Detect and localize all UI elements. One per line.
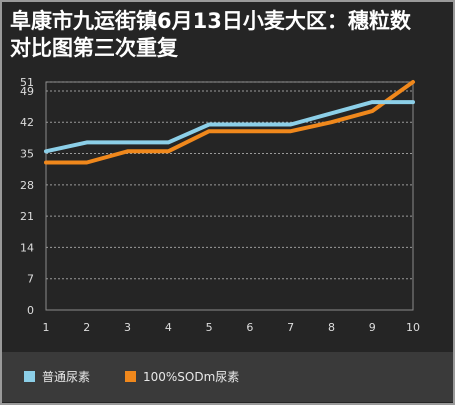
chart-title-line-2: 对比图第三次重复 bbox=[10, 36, 178, 60]
legend-item-series-2[interactable]: 100%SODm尿素 bbox=[125, 368, 239, 385]
x-tick-label-5: 5 bbox=[206, 321, 213, 334]
x-tick-label-2: 2 bbox=[83, 321, 90, 334]
chart-title-line-1: 阜康市九运街镇6月13日小麦大区：穗粒数 bbox=[10, 9, 411, 33]
series-line-2 bbox=[44, 80, 415, 165]
y-tick-label-28: 28 bbox=[20, 179, 34, 192]
legend-swatch-series-1 bbox=[24, 371, 35, 382]
legend: 普通尿素 100%SODm尿素 bbox=[2, 352, 453, 402]
legend-item-series-1[interactable]: 普通尿素 bbox=[24, 368, 90, 385]
x-tick-label-3: 3 bbox=[124, 321, 131, 334]
x-tick-label-6: 6 bbox=[246, 321, 253, 334]
chart-title: 阜康市九运街镇6月13日小麦大区：穗粒数 对比图第三次重复 bbox=[10, 8, 450, 62]
y-tick-label-21: 21 bbox=[20, 210, 34, 223]
legend-label-series-1: 普通尿素 bbox=[42, 370, 91, 384]
y-tick-label-51: 51 bbox=[20, 76, 34, 89]
y-tick-label-35: 35 bbox=[20, 148, 34, 161]
x-tick-label-10: 10 bbox=[406, 321, 420, 334]
y-tick-label-0: 0 bbox=[27, 304, 34, 317]
legend-label-series-2: 100%SODm尿素 bbox=[143, 370, 240, 384]
y-tick-label-7: 7 bbox=[27, 273, 34, 286]
plot-area bbox=[45, 81, 414, 311]
x-tick-label-7: 7 bbox=[287, 321, 294, 334]
y-tick-label-14: 14 bbox=[20, 241, 34, 254]
series-line-1 bbox=[44, 100, 415, 154]
x-tick-label-9: 9 bbox=[369, 321, 376, 334]
y-tick-label-42: 42 bbox=[20, 116, 34, 129]
x-tick-label-8: 8 bbox=[328, 321, 335, 334]
legend-swatch-series-2 bbox=[125, 371, 136, 382]
x-tick-label-1: 1 bbox=[43, 321, 50, 334]
y-tick-label-49: 49 bbox=[20, 85, 34, 98]
x-tick-label-4: 4 bbox=[165, 321, 172, 334]
